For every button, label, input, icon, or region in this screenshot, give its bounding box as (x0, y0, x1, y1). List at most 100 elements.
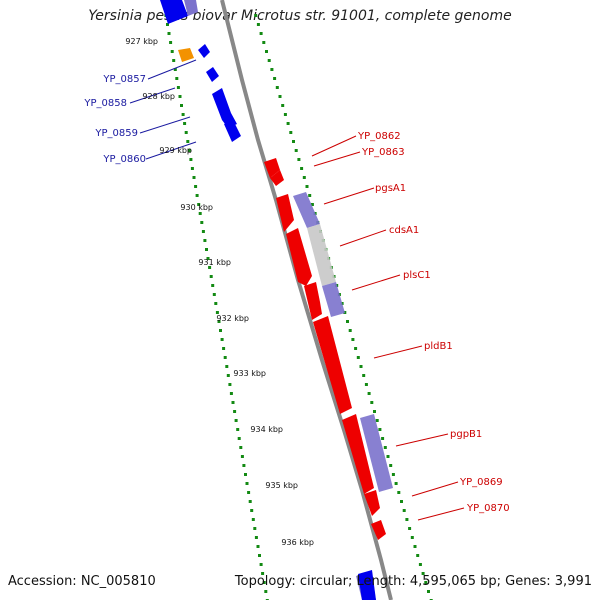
leader-line (145, 141, 197, 160)
gene-label[interactable]: cdsA1 (389, 225, 419, 236)
track-dot (256, 23, 260, 26)
genome-summary-text: Topology: circular; Length: 4,595,065 bp… (234, 574, 592, 589)
label-leader-lines (129, 59, 465, 521)
track-dot (209, 275, 213, 278)
gene-label[interactable]: YP_0862 (357, 131, 401, 142)
gene-arrow (304, 282, 322, 320)
track-dot (264, 590, 268, 593)
track-dot (375, 419, 379, 422)
track-dot (180, 104, 183, 107)
track-dot (367, 392, 371, 395)
gene-labels: YP_0857 YP_0858 YP_0859 YP_0860 YP_0862 YP_08… (83, 74, 509, 514)
track-dot (413, 545, 417, 548)
track-dot (192, 176, 196, 179)
right-gene-track (264, 158, 386, 540)
track-dot (378, 428, 382, 431)
gene-arrow (206, 67, 219, 82)
gene-arrow (364, 490, 380, 516)
gene-label[interactable]: YP_0860 (102, 154, 146, 165)
feature-block (293, 192, 320, 228)
gene-label[interactable]: YP_0870 (466, 503, 510, 514)
feature-block (360, 414, 393, 492)
track-dot (402, 509, 406, 512)
track-dot (233, 410, 237, 413)
track-dot (219, 329, 222, 332)
track-dot (194, 185, 198, 188)
leader-line (147, 59, 197, 80)
gene-label[interactable]: pgsA1 (375, 183, 406, 194)
track-dot (300, 167, 304, 170)
track-dot (226, 374, 230, 377)
track-dot (292, 140, 295, 143)
gene-arrow (342, 414, 374, 494)
track-dot (294, 149, 298, 152)
track-dot (228, 383, 232, 386)
track-dot (220, 338, 224, 341)
kbp-tick-label: 927 kbp (125, 37, 158, 46)
track-dot (200, 221, 204, 224)
track-dot (254, 14, 258, 17)
gene-label[interactable]: YP_0858 (83, 98, 127, 109)
track-dot (397, 491, 401, 494)
leader-line (373, 345, 423, 359)
track-dot (405, 518, 409, 521)
track-dot (362, 374, 366, 377)
track-dot (270, 68, 274, 71)
track-dot (418, 563, 422, 566)
gene-arrow (264, 158, 280, 178)
track-dot (394, 482, 398, 485)
track-dot (167, 32, 171, 35)
track-dot (176, 86, 180, 89)
track-dot (237, 437, 241, 440)
track-dot (400, 500, 403, 503)
track-dot (236, 428, 240, 431)
track-dot (265, 50, 268, 53)
leader-line (351, 274, 401, 291)
track-dot (410, 536, 414, 539)
track-dot (189, 158, 193, 161)
track-dot (172, 59, 176, 62)
track-dot (223, 356, 227, 359)
track-dot (225, 365, 229, 368)
gene-label[interactable]: YP_0863 (361, 147, 405, 158)
track-dot (178, 95, 182, 98)
kbp-tick-label: 931 kbp (198, 258, 231, 267)
gene-arrow (160, 0, 188, 24)
kbp-tick-label: 930 kbp (180, 203, 213, 212)
track-dot (259, 32, 263, 35)
gene-label[interactable]: YP_0857 (102, 74, 146, 85)
gene-label[interactable]: pgpB1 (450, 429, 482, 440)
gene-arrow (313, 316, 352, 414)
gene-arrow (198, 44, 210, 58)
track-dot (203, 239, 207, 242)
track-dot (181, 113, 185, 116)
track-dot (173, 68, 177, 71)
gene-arrow (358, 570, 376, 600)
gene-arrow (184, 0, 198, 16)
track-dot (286, 122, 290, 125)
track-dot (253, 527, 257, 530)
track-dot (427, 590, 430, 593)
track-dot (214, 302, 218, 305)
left-dotted-track (164, 14, 269, 600)
leader-line (129, 87, 176, 104)
leader-line (417, 507, 465, 521)
track-dot (370, 401, 374, 404)
track-dot (351, 338, 355, 341)
track-dot (231, 401, 235, 404)
gene-label[interactable]: pldB1 (424, 341, 453, 352)
track-dot (289, 131, 293, 134)
gene-arrow (212, 88, 237, 128)
gene-label[interactable]: YP_0859 (94, 128, 138, 139)
track-dot (267, 59, 271, 62)
track-dot (208, 266, 212, 269)
track-dot (262, 581, 266, 584)
kbp-tick-label: 934 kbp (250, 425, 283, 434)
kbp-tick-label: 928 kbp (142, 92, 175, 101)
kbp-tick-label: 935 kbp (265, 481, 298, 490)
gene-label[interactable]: plsC1 (403, 270, 431, 281)
track-dot (250, 509, 254, 512)
track-dot (383, 446, 387, 449)
gene-label[interactable]: YP_0869 (459, 477, 503, 488)
